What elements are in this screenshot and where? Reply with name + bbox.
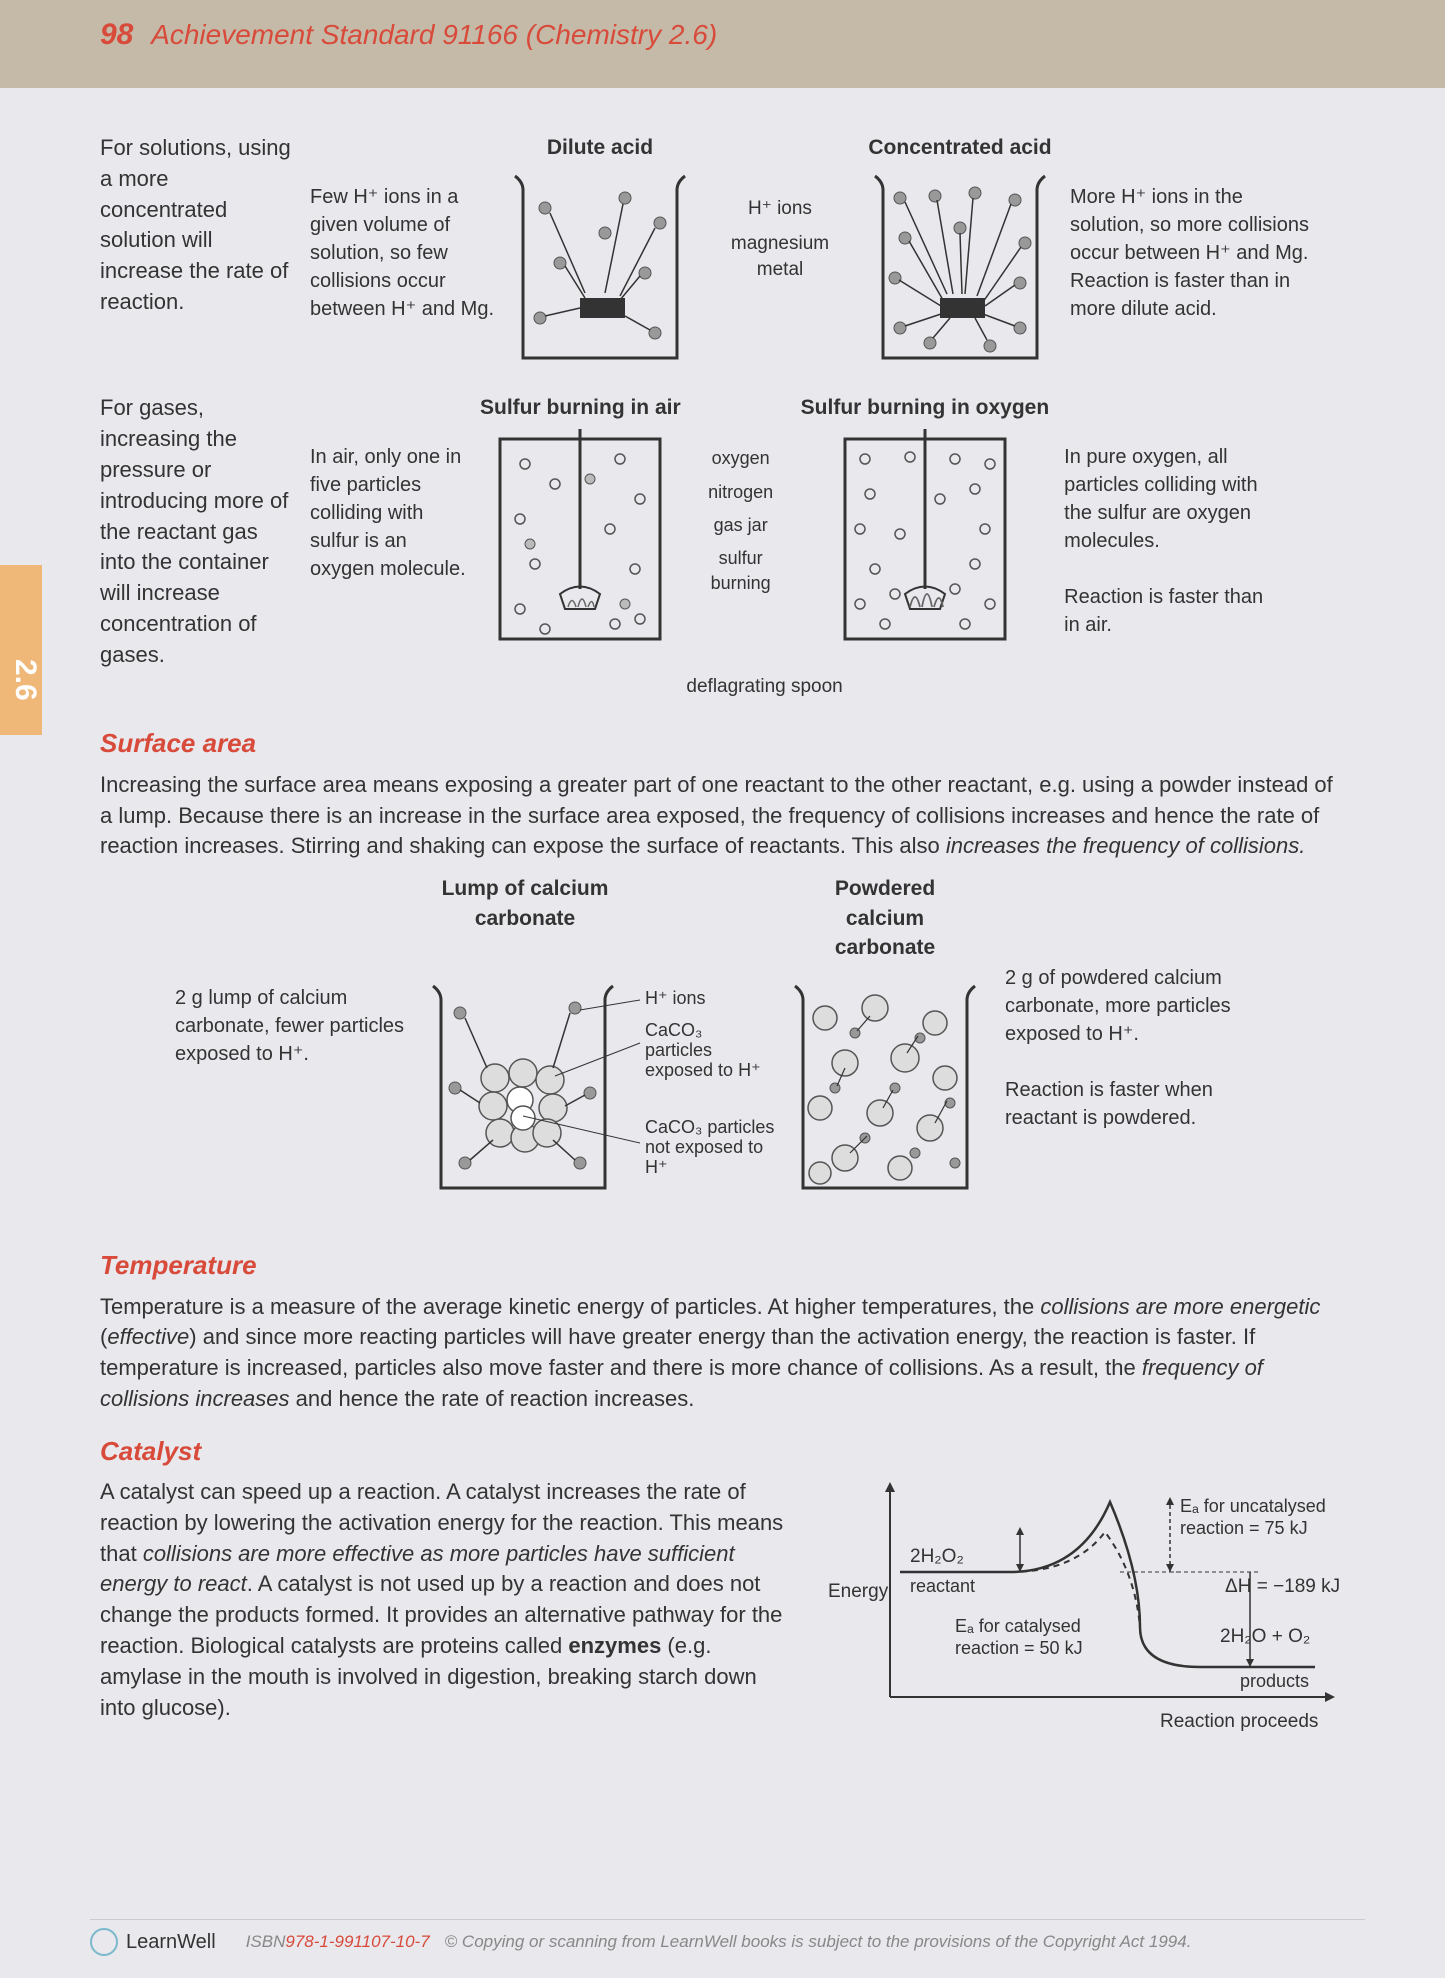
- gases-intro: For gases, increasing the pressure or in…: [100, 393, 310, 670]
- gases-mid-labels: oxygen nitrogen gas jar sulfur burning: [691, 393, 791, 604]
- oxygen-jar-svg: [825, 429, 1025, 669]
- powder-caption: 2 g of powdered calcium carbonate, more …: [985, 874, 1275, 1132]
- sulfur-label: sulfur burning: [691, 546, 791, 596]
- svg-text:CaCO₃ particlesnot exposed toH: CaCO₃ particlesnot exposed toH⁺: [645, 1117, 774, 1177]
- concentrated-beaker-svg: [865, 168, 1055, 368]
- lump-caption: 2 g lump of calcium carbonate, fewer par…: [175, 874, 425, 1068]
- mg-label: magnesium metal: [725, 231, 835, 284]
- dilute-beaker-svg: [505, 168, 695, 368]
- svg-text:2H₂O + O₂: 2H₂O + O₂: [1220, 1626, 1310, 1647]
- catalyst-title: Catalyst: [100, 1433, 1350, 1469]
- concentration-intro: For solutions, using a more concentrated…: [100, 133, 310, 318]
- svg-text:Eₐ for uncatalysedreaction = 7: Eₐ for uncatalysedreaction = 75 kJ: [1180, 1496, 1326, 1538]
- learnwell-logo-icon: [90, 1928, 118, 1956]
- svg-text:CaCO₃particlesexposed to H⁺: CaCO₃particlesexposed to H⁺: [645, 1020, 761, 1080]
- oxygen-title: Sulfur burning in oxygen: [801, 393, 1050, 422]
- svg-text:ΔH = −189 kJ: ΔH = −189 kJ: [1225, 1576, 1340, 1597]
- svg-text:reactant: reactant: [910, 1576, 975, 1596]
- catalyst-body: A catalyst can speed up a reaction. A ca…: [100, 1477, 790, 1723]
- section-tab: 2.6: [0, 565, 42, 735]
- concentrated-caption: More H⁺ ions in the solution, so more co…: [1055, 133, 1310, 323]
- gases-diagram: For gases, increasing the pressure or in…: [100, 393, 1350, 700]
- temperature-title: Temperature: [100, 1247, 1350, 1283]
- isbn-label: ISBN: [246, 1932, 286, 1952]
- air-caption: In air, only one in five particles colli…: [310, 393, 480, 583]
- concentration-diagram: For solutions, using a more concentrated…: [100, 133, 1350, 368]
- dilute-caption: Few H⁺ ions in a given volume of solutio…: [310, 133, 505, 323]
- surface-area-title: Surface area: [100, 725, 1350, 761]
- svg-text:Reaction proceeds: Reaction proceeds: [1160, 1711, 1318, 1732]
- copyright-text: © Copying or scanning from LearnWell boo…: [445, 1932, 1192, 1952]
- temperature-body: Temperature is a measure of the average …: [100, 1292, 1350, 1415]
- gasjar-label: gas jar: [691, 513, 791, 538]
- deflagrating-label: deflagrating spoon: [480, 674, 1049, 701]
- svg-text:products: products: [1240, 1671, 1309, 1691]
- surface-area-diagram: 2 g lump of calcium carbonate, fewer par…: [100, 874, 1350, 1227]
- air-jar-svg: [480, 429, 680, 669]
- concentration-mid-labels: H⁺ ions magnesium metal: [725, 133, 835, 292]
- surface-area-body: Increasing the surface area means exposi…: [100, 770, 1350, 862]
- footer-brand: LearnWell: [126, 1931, 216, 1954]
- h-ions-label: H⁺ ions: [725, 196, 835, 223]
- svg-text:Eₐ for catalysedreaction = 50: Eₐ for catalysedreaction = 50 kJ: [955, 1616, 1083, 1658]
- energy-profile-svg: Energy Reaction proceeds 2H₂O₂ reactant …: [820, 1477, 1350, 1747]
- lump-title: Lump of calcium carbonate: [435, 874, 615, 962]
- svg-text:Energy: Energy: [828, 1581, 889, 1602]
- dilute-title: Dilute acid: [547, 133, 653, 162]
- svg-text:H⁺ ions: H⁺ ions: [645, 988, 706, 1008]
- nitrogen-label: nitrogen: [691, 480, 791, 505]
- powder-title: Powdered calcium carbonate: [795, 874, 975, 962]
- surface-area-svg: H⁺ ions CaCO₃particlesexposed to H⁺ CaCO…: [425, 968, 985, 1218]
- header-title: Achievement Standard 91166 (Chemistry 2.…: [151, 19, 717, 50]
- oxygen-label: oxygen: [691, 446, 791, 471]
- isbn-value: 978-1-991107-10-7: [285, 1932, 429, 1952]
- page-header: 98 Achievement Standard 91166 (Chemistry…: [0, 0, 1445, 88]
- page-footer: LearnWell ISBN 978-1-991107-10-7 © Copyi…: [90, 1919, 1365, 1956]
- concentrated-title: Concentrated acid: [868, 133, 1051, 162]
- oxygen-caption: In pure oxygen, all particles colliding …: [1049, 393, 1264, 639]
- air-title: Sulfur burning in air: [480, 393, 681, 422]
- page-number: 98: [100, 18, 133, 51]
- svg-text:2H₂O₂: 2H₂O₂: [910, 1546, 964, 1567]
